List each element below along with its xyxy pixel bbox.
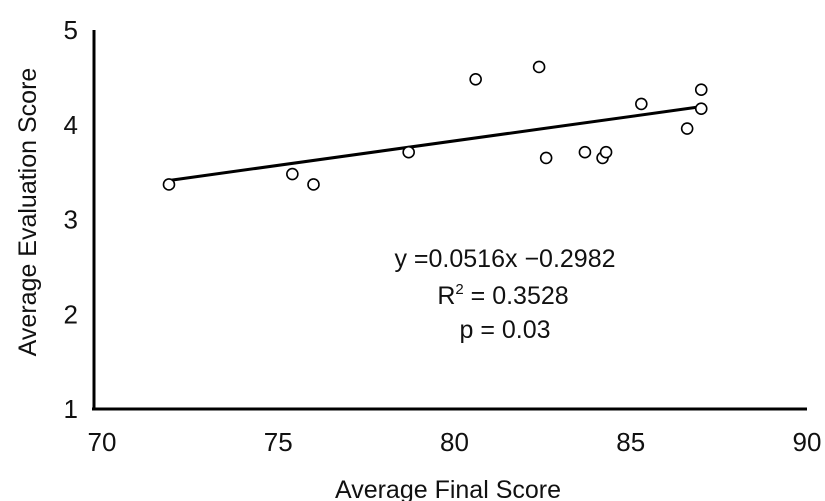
data-point: [402, 145, 415, 159]
x-axis-title: Average Final Score: [335, 476, 561, 501]
data-point: [162, 178, 176, 191]
data-point: [539, 151, 553, 165]
x-tick-label-85: 85: [616, 427, 645, 457]
regression-equation: y =0.0516x −0.2982: [394, 245, 615, 273]
x-tick-label-70: 70: [88, 427, 117, 457]
data-point: [578, 145, 592, 159]
axes: [92, 30, 807, 411]
r2-value: = 0.3528: [464, 282, 569, 310]
data-point: [307, 178, 320, 191]
x-tick-label-90: 90: [793, 427, 822, 457]
data-point: [635, 97, 648, 111]
data-point: [694, 102, 708, 115]
data-point: [286, 167, 299, 181]
x-tick-label-75: 75: [264, 427, 293, 457]
data-point: [694, 83, 708, 96]
p-value-annotation: p = 0.03: [459, 316, 550, 344]
y-axis-title: Average Evaluation Score: [14, 68, 42, 357]
data-point: [469, 72, 482, 86]
trendline-layer: [168, 105, 702, 182]
trendline: [168, 105, 702, 182]
y-tick-label-2: 2: [64, 299, 78, 329]
r2-superscript: 2: [455, 281, 463, 298]
x-tick-labels: 70 75 80 85 90: [88, 427, 822, 457]
r2-label: R: [437, 282, 455, 310]
r-squared-annotation: R2 = 0.3528: [437, 281, 568, 310]
data-point: [599, 145, 613, 159]
data-points: [162, 60, 708, 191]
y-tick-label-3: 3: [64, 205, 78, 235]
y-tick-label-4: 4: [64, 110, 78, 140]
x-tick-label-80: 80: [440, 427, 469, 457]
y-tick-label-1: 1: [64, 394, 78, 424]
y-tick-label-5: 5: [64, 15, 78, 45]
data-point: [680, 122, 694, 135]
data-point: [532, 60, 546, 74]
y-tick-labels: 1 2 3 4 5: [64, 15, 78, 424]
